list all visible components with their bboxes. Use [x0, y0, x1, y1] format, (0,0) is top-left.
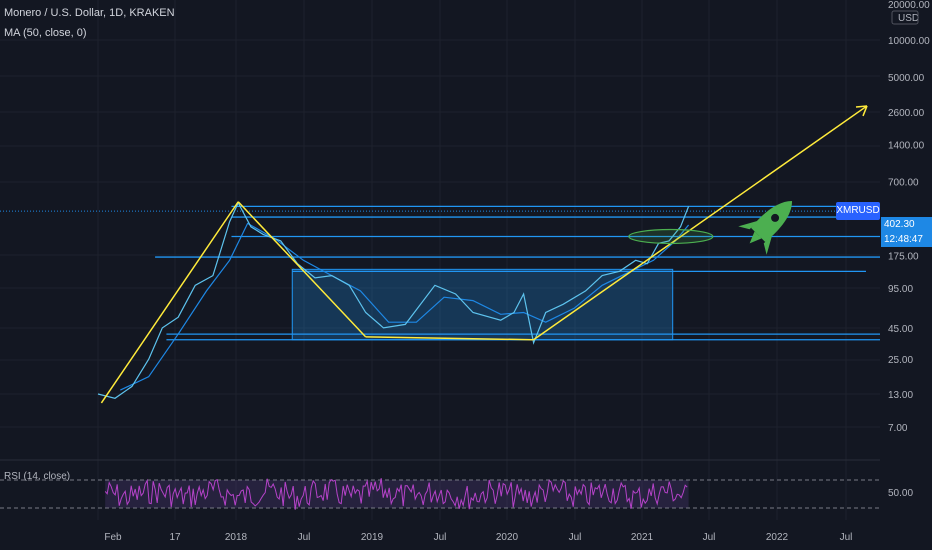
symbol-badge: XMRUSD — [836, 202, 880, 220]
countdown-badge: 12:48:47 — [881, 233, 932, 247]
price-tick-label: 95.00 — [888, 284, 913, 295]
time-tick-label: 2019 — [361, 532, 384, 543]
time-axis[interactable]: Feb 17 2018 Jul 2019 Jul 2020 Jul 2021 Jul 2022 Jul — [104, 532, 852, 543]
currency-box — [891, 10, 919, 25]
currency-label: USD — [898, 13, 919, 24]
price-tick-label: 175.00 — [888, 252, 919, 263]
price-series — [97, 201, 690, 399]
rocket-flame — [749, 231, 762, 244]
price-tick-label: 13.00 — [888, 390, 913, 401]
time-tick-label: 2022 — [766, 532, 789, 543]
time-tick-label: Feb — [104, 532, 122, 543]
symbol-title[interactable]: Monero / U.S. Dollar, 1D, KRAKEN — [4, 7, 175, 19]
price-tick-label: 700.00 — [888, 178, 919, 189]
time-tick-label: Jul — [434, 532, 447, 543]
rsi-legend[interactable]: RSI (14, close) — [4, 471, 71, 482]
rsi-tick-label: 50.00 — [888, 488, 913, 499]
price-tick-label: 45.00 — [888, 324, 913, 335]
rocket-body — [751, 200, 793, 242]
price-axis[interactable]: 20000.00 USD 10000.00 5000.00 2600.00 1400.00… — [880, 0, 932, 520]
price-tick-label: 25.00 — [888, 355, 913, 366]
rsi-pane — [0, 478, 880, 510]
ma-line — [120, 222, 690, 391]
price-tick-label: 10000.00 — [888, 36, 930, 47]
rocket-fin — [763, 234, 773, 255]
time-tick-label: Jul — [840, 532, 853, 543]
rocket-icon — [738, 200, 793, 255]
price-tick-label: 7.00 — [888, 423, 908, 434]
trend-lines — [100, 105, 868, 404]
trend-line — [237, 201, 367, 338]
price-tick-label: 5000.00 — [888, 73, 925, 84]
arrow-head — [855, 105, 868, 117]
price-line — [97, 201, 690, 399]
ma-legend[interactable]: MA (50, close, 0) — [4, 27, 87, 39]
trend-line — [365, 336, 534, 341]
price-tick-label: 2600.00 — [888, 108, 925, 119]
breakout-ellipse — [628, 228, 714, 245]
price-tick-label: 20000.00 — [888, 0, 930, 11]
price-tick-label: 1400.00 — [888, 141, 925, 152]
time-tick-label: 2018 — [225, 532, 248, 543]
last-price-badge: 402.30 — [881, 217, 932, 233]
price-axis-bg — [880, 0, 932, 520]
time-tick-label: Jul — [569, 532, 582, 543]
time-tick-label: 17 — [169, 532, 181, 543]
ma-series — [120, 222, 690, 391]
rsi-series — [104, 478, 688, 510]
trend-line — [100, 201, 239, 404]
grid-lines — [0, 0, 932, 520]
time-tick-label: Jul — [703, 532, 716, 543]
time-tick-label: 2021 — [631, 532, 654, 543]
time-tick-label: Jul — [298, 532, 311, 543]
time-tick-label: 2020 — [496, 532, 519, 543]
trend-line — [533, 105, 868, 341]
rocket-window — [771, 213, 780, 222]
range-box — [291, 268, 674, 341]
rocket-fin — [738, 220, 759, 230]
